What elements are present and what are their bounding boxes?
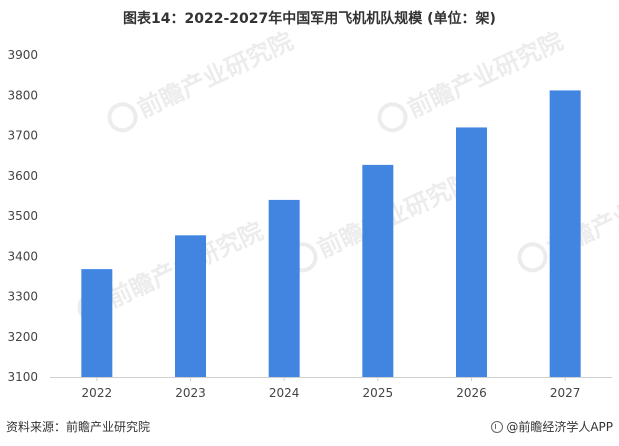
y-tick-label: 3500 [7, 209, 38, 223]
brand-logo-icon [491, 421, 504, 433]
chart-title: 图表14：2022-2027年中国军用飞机机队规模 (单位：架) [123, 11, 496, 27]
y-tick-label: 3400 [7, 249, 38, 263]
x-tick-label: 2023 [175, 386, 206, 400]
watermark-logo-icon [107, 102, 138, 133]
y-tick-label: 3800 [7, 88, 38, 102]
bar-2026 [456, 127, 487, 377]
y-tick-label: 3200 [7, 330, 38, 344]
bar-2027 [549, 90, 581, 378]
x-tick-label: 2025 [363, 386, 394, 400]
bar-2024 [268, 199, 300, 377]
x-tick-label: 2022 [82, 386, 113, 400]
watermark-text: 前瞻产业研究院 [403, 27, 567, 123]
brand-text: @前瞻经济学人APP [506, 420, 613, 434]
y-tick-label: 3600 [7, 169, 38, 183]
y-tick-label: 3700 [7, 129, 38, 143]
x-tick-label: 2027 [550, 386, 581, 400]
watermark-logo-icon [377, 102, 408, 133]
x-tick-label: 2026 [456, 386, 487, 400]
bar-2023 [175, 235, 206, 377]
source-note: 资料来源：前瞻产业研究院 [6, 420, 151, 434]
y-tick-label: 3300 [7, 290, 38, 304]
watermark-text: 前瞻产业研究院 [133, 27, 297, 123]
bar-2025 [362, 164, 394, 377]
watermark: 前瞻产业研究院 [377, 27, 567, 133]
bar-2022 [81, 269, 113, 377]
x-tick-label: 2024 [269, 386, 300, 400]
watermark: 前瞻产业研究院 [107, 27, 297, 133]
watermark-logo-icon [517, 242, 548, 273]
y-tick-label: 3900 [7, 48, 38, 62]
y-tick-label: 3100 [7, 370, 38, 384]
watermark-text: 前瞻产业研究院 [313, 167, 477, 263]
brand-label: @前瞻经济学人APP [491, 418, 613, 435]
